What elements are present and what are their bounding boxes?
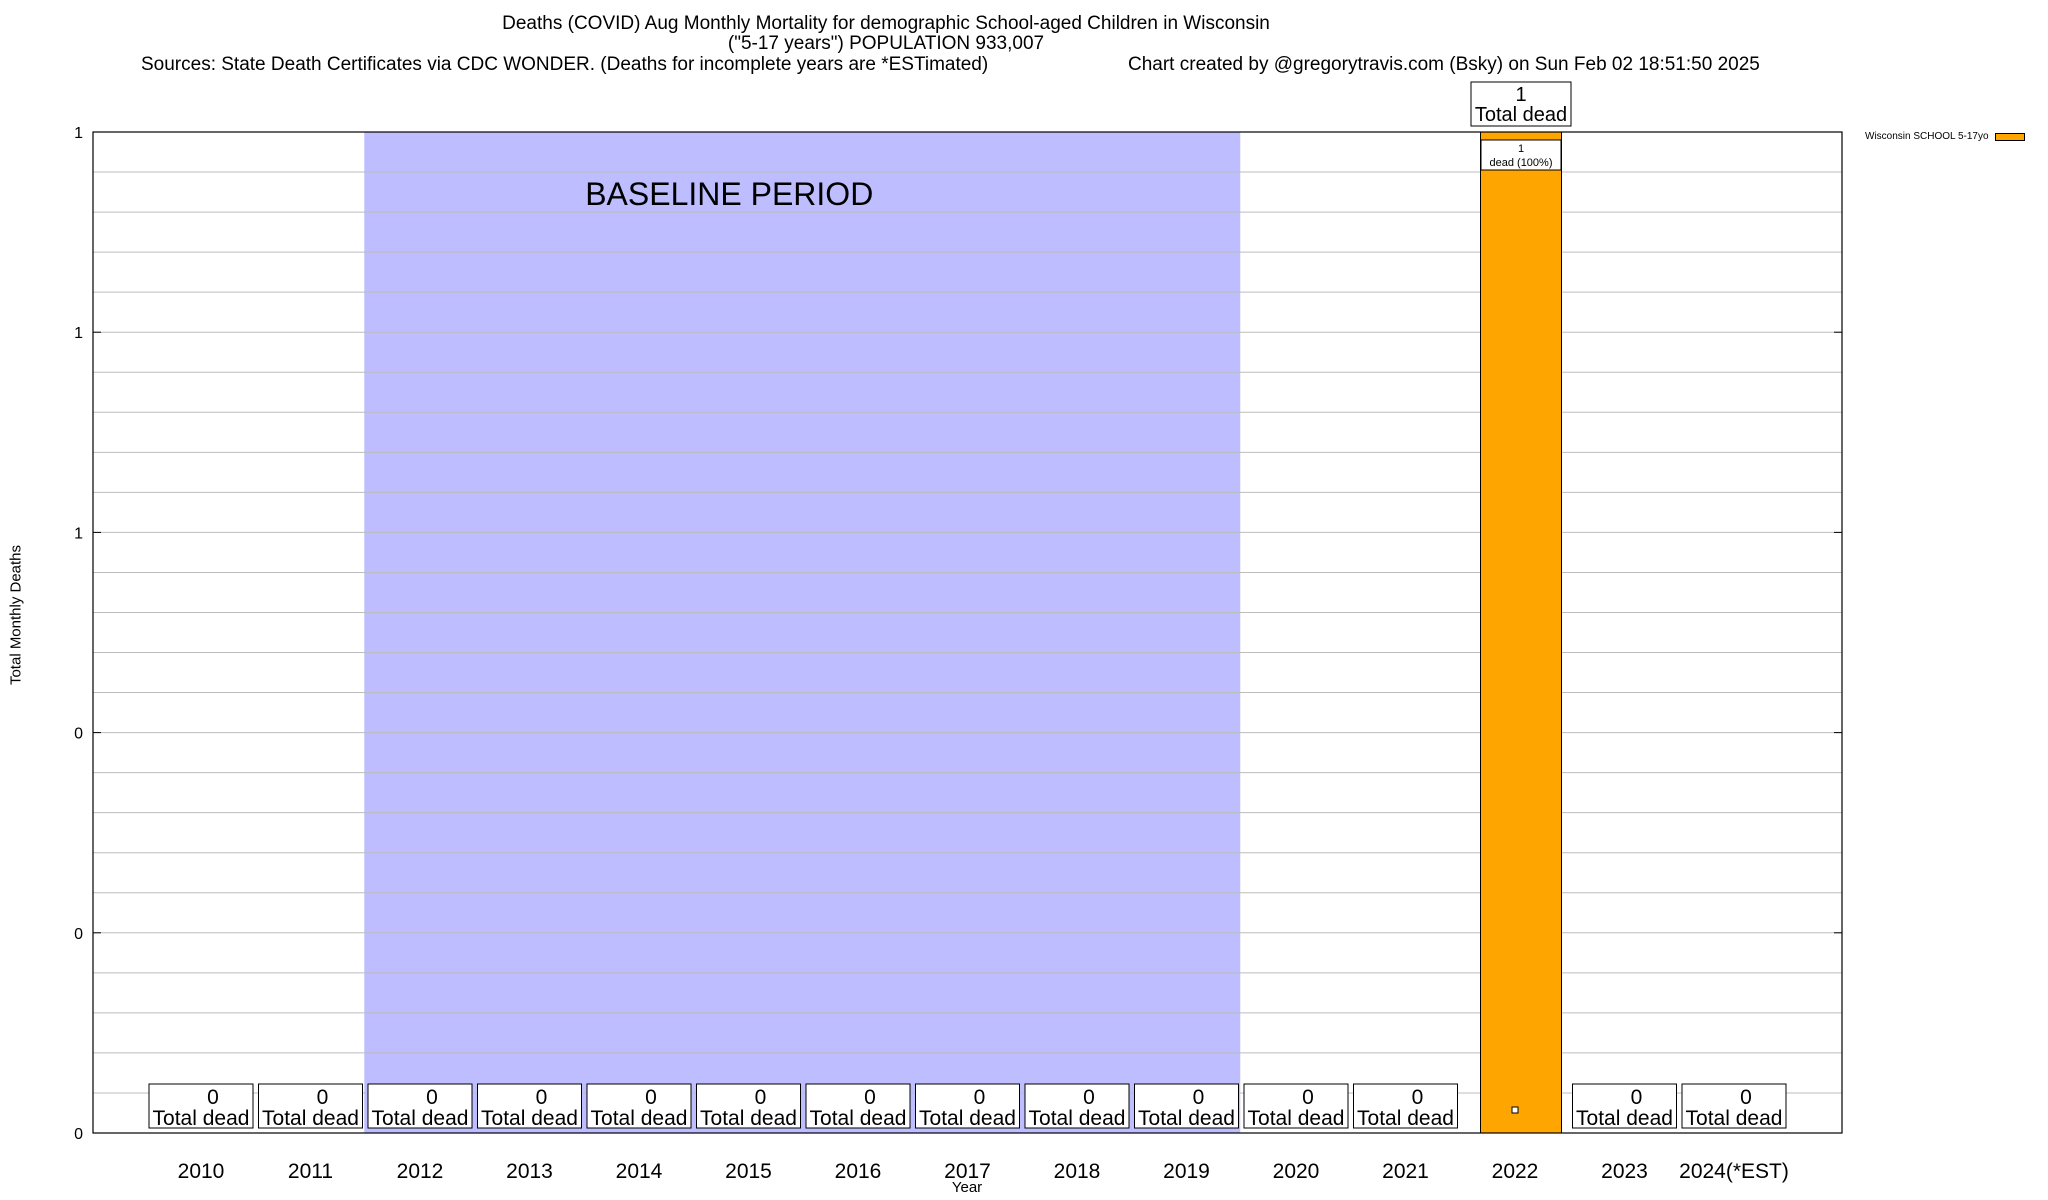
chart-title-line-1: Deaths (COVID) Aug Monthly Mortality for… <box>502 13 1270 34</box>
total-label-box <box>1243 1083 1349 1129</box>
segment-label-box <box>1480 139 1562 171</box>
baseline-period-label: BASELINE PERIOD <box>585 176 873 212</box>
total-label-box <box>367 1083 473 1129</box>
y-tick-label: 1 <box>74 325 83 342</box>
x-tick-label: 2022 <box>1492 1160 1539 1183</box>
x-tick-marker <box>1511 1106 1519 1114</box>
chart-credit: Chart created by @gregorytravis.com (Bsk… <box>1128 54 1760 75</box>
total-label-text: Total dead <box>1248 1107 1345 1130</box>
total-label-text: Total dead <box>1475 104 1567 126</box>
total-label-text: Total dead <box>262 1107 359 1130</box>
total-label-number: 0 <box>536 1086 548 1109</box>
x-tick-label: 2013 <box>506 1160 553 1183</box>
total-label-number: 0 <box>1083 1086 1095 1109</box>
total-label-number: 0 <box>1193 1086 1205 1109</box>
x-tick-label: 2014 <box>616 1160 663 1183</box>
y-tick-label: 0 <box>74 1126 83 1143</box>
total-label-text: Total dead <box>153 1107 250 1130</box>
chart-sources: Sources: State Death Certificates via CD… <box>141 54 989 75</box>
y-tick-label: 1 <box>74 525 83 542</box>
bar <box>1480 131 1562 1134</box>
segment-label-percent: dead (100%) <box>1490 157 1553 169</box>
total-label-text: Total dead <box>810 1107 907 1130</box>
total-label-text: Total dead <box>1686 1107 1783 1130</box>
total-label-box <box>805 1083 911 1129</box>
y-tick-label: 0 <box>74 926 83 943</box>
total-label-box <box>477 1083 582 1129</box>
total-label-box <box>1470 81 1572 127</box>
y-tick-label: 0 <box>74 726 83 743</box>
total-label-number: 0 <box>645 1086 657 1109</box>
total-label-box <box>1134 1083 1239 1129</box>
baseline-period-band <box>364 132 1241 1133</box>
legend-label: Wisconsin SCHOOL 5-17yo <box>1865 131 1989 142</box>
total-label-text: Total dead <box>481 1107 578 1130</box>
x-tick-label: 2016 <box>835 1160 882 1183</box>
total-label-box <box>1681 1083 1787 1129</box>
x-axis-label: Year <box>951 1179 983 1196</box>
total-label-number: 0 <box>426 1086 438 1109</box>
total-label-number: 0 <box>317 1086 329 1109</box>
x-tick-label: 2011 <box>288 1160 333 1183</box>
legend: Wisconsin SCHOOL 5-17yo <box>1865 131 2025 142</box>
segment-label-count: 1 <box>1518 143 1524 155</box>
total-label-number: 1 <box>1515 84 1526 106</box>
y-tick-label: 1 <box>74 125 83 142</box>
plot-frame <box>92 131 1843 1134</box>
total-label-number: 0 <box>755 1086 767 1109</box>
x-tick-label: 2021 <box>1382 1160 1429 1183</box>
total-label-text: Total dead <box>700 1107 797 1130</box>
x-tick-label: 2012 <box>397 1160 444 1183</box>
x-tick-label: 2015 <box>725 1160 772 1183</box>
total-label-number: 0 <box>974 1086 986 1109</box>
total-label-box <box>1572 1083 1677 1129</box>
total-label-text: Total dead <box>1029 1107 1126 1130</box>
total-label-box <box>148 1083 254 1129</box>
total-label-number: 0 <box>207 1086 219 1109</box>
x-tick-label: 2020 <box>1273 1160 1320 1183</box>
total-label-text: Total dead <box>1357 1107 1454 1130</box>
chart-title-line-2: ("5-17 years") POPULATION 933,007 <box>727 33 1045 54</box>
total-label-number: 0 <box>1740 1086 1752 1109</box>
total-label-text: Total dead <box>372 1107 469 1130</box>
x-tick-label: 2024(*EST) <box>1679 1160 1789 1183</box>
total-label-box <box>586 1083 692 1129</box>
total-label-box <box>915 1083 1020 1129</box>
x-tick-label: 2018 <box>1054 1160 1101 1183</box>
total-label-number: 0 <box>1302 1086 1314 1109</box>
total-label-text: Total dead <box>919 1107 1016 1130</box>
total-label-number: 0 <box>1412 1086 1424 1109</box>
total-label-box <box>696 1083 801 1129</box>
total-label-text: Total dead <box>591 1107 688 1130</box>
legend-swatch <box>1994 132 2025 141</box>
x-tick-label: 2017 <box>944 1160 991 1183</box>
x-tick-label: 2019 <box>1163 1160 1210 1183</box>
x-tick-label: 2010 <box>178 1160 225 1183</box>
total-label-number: 0 <box>864 1086 876 1109</box>
total-label-text: Total dead <box>1576 1107 1673 1130</box>
total-label-box <box>1353 1083 1458 1129</box>
total-label-box <box>258 1083 363 1129</box>
total-label-box <box>1024 1083 1130 1129</box>
total-label-text: Total dead <box>1138 1107 1235 1130</box>
total-label-number: 0 <box>1631 1086 1643 1109</box>
x-tick-label: 2023 <box>1601 1160 1648 1183</box>
